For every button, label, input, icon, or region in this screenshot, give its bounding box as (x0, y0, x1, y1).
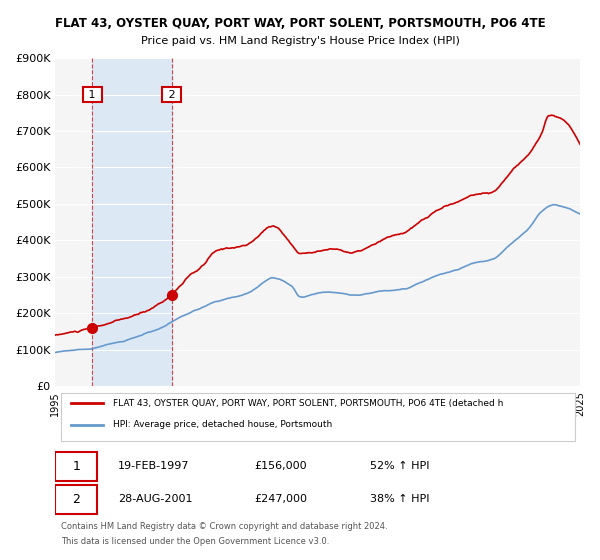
Text: This data is licensed under the Open Government Licence v3.0.: This data is licensed under the Open Gov… (61, 536, 329, 545)
Text: Contains HM Land Registry data © Crown copyright and database right 2024.: Contains HM Land Registry data © Crown c… (61, 522, 387, 531)
Text: 1: 1 (85, 90, 100, 100)
FancyBboxPatch shape (55, 485, 97, 514)
Text: 28-AUG-2001: 28-AUG-2001 (118, 494, 193, 505)
Text: HPI: Average price, detached house, Portsmouth: HPI: Average price, detached house, Port… (113, 420, 332, 430)
Text: £247,000: £247,000 (255, 494, 308, 505)
Text: £156,000: £156,000 (255, 461, 307, 472)
FancyBboxPatch shape (55, 452, 97, 480)
Text: 1: 1 (73, 460, 80, 473)
Text: Price paid vs. HM Land Registry's House Price Index (HPI): Price paid vs. HM Land Registry's House … (140, 36, 460, 46)
Text: 38% ↑ HPI: 38% ↑ HPI (370, 494, 430, 505)
Text: 2: 2 (164, 90, 179, 100)
Bar (92, 58, 172, 386)
Text: 52% ↑ HPI: 52% ↑ HPI (370, 461, 430, 472)
Text: 19-FEB-1997: 19-FEB-1997 (118, 461, 190, 472)
Text: FLAT 43, OYSTER QUAY, PORT WAY, PORT SOLENT, PORTSMOUTH, PO6 4TE (detached h: FLAT 43, OYSTER QUAY, PORT WAY, PORT SOL… (113, 399, 503, 408)
FancyBboxPatch shape (61, 393, 575, 441)
Text: FLAT 43, OYSTER QUAY, PORT WAY, PORT SOLENT, PORTSMOUTH, PO6 4TE: FLAT 43, OYSTER QUAY, PORT WAY, PORT SOL… (55, 17, 545, 30)
Text: 2: 2 (73, 493, 80, 506)
